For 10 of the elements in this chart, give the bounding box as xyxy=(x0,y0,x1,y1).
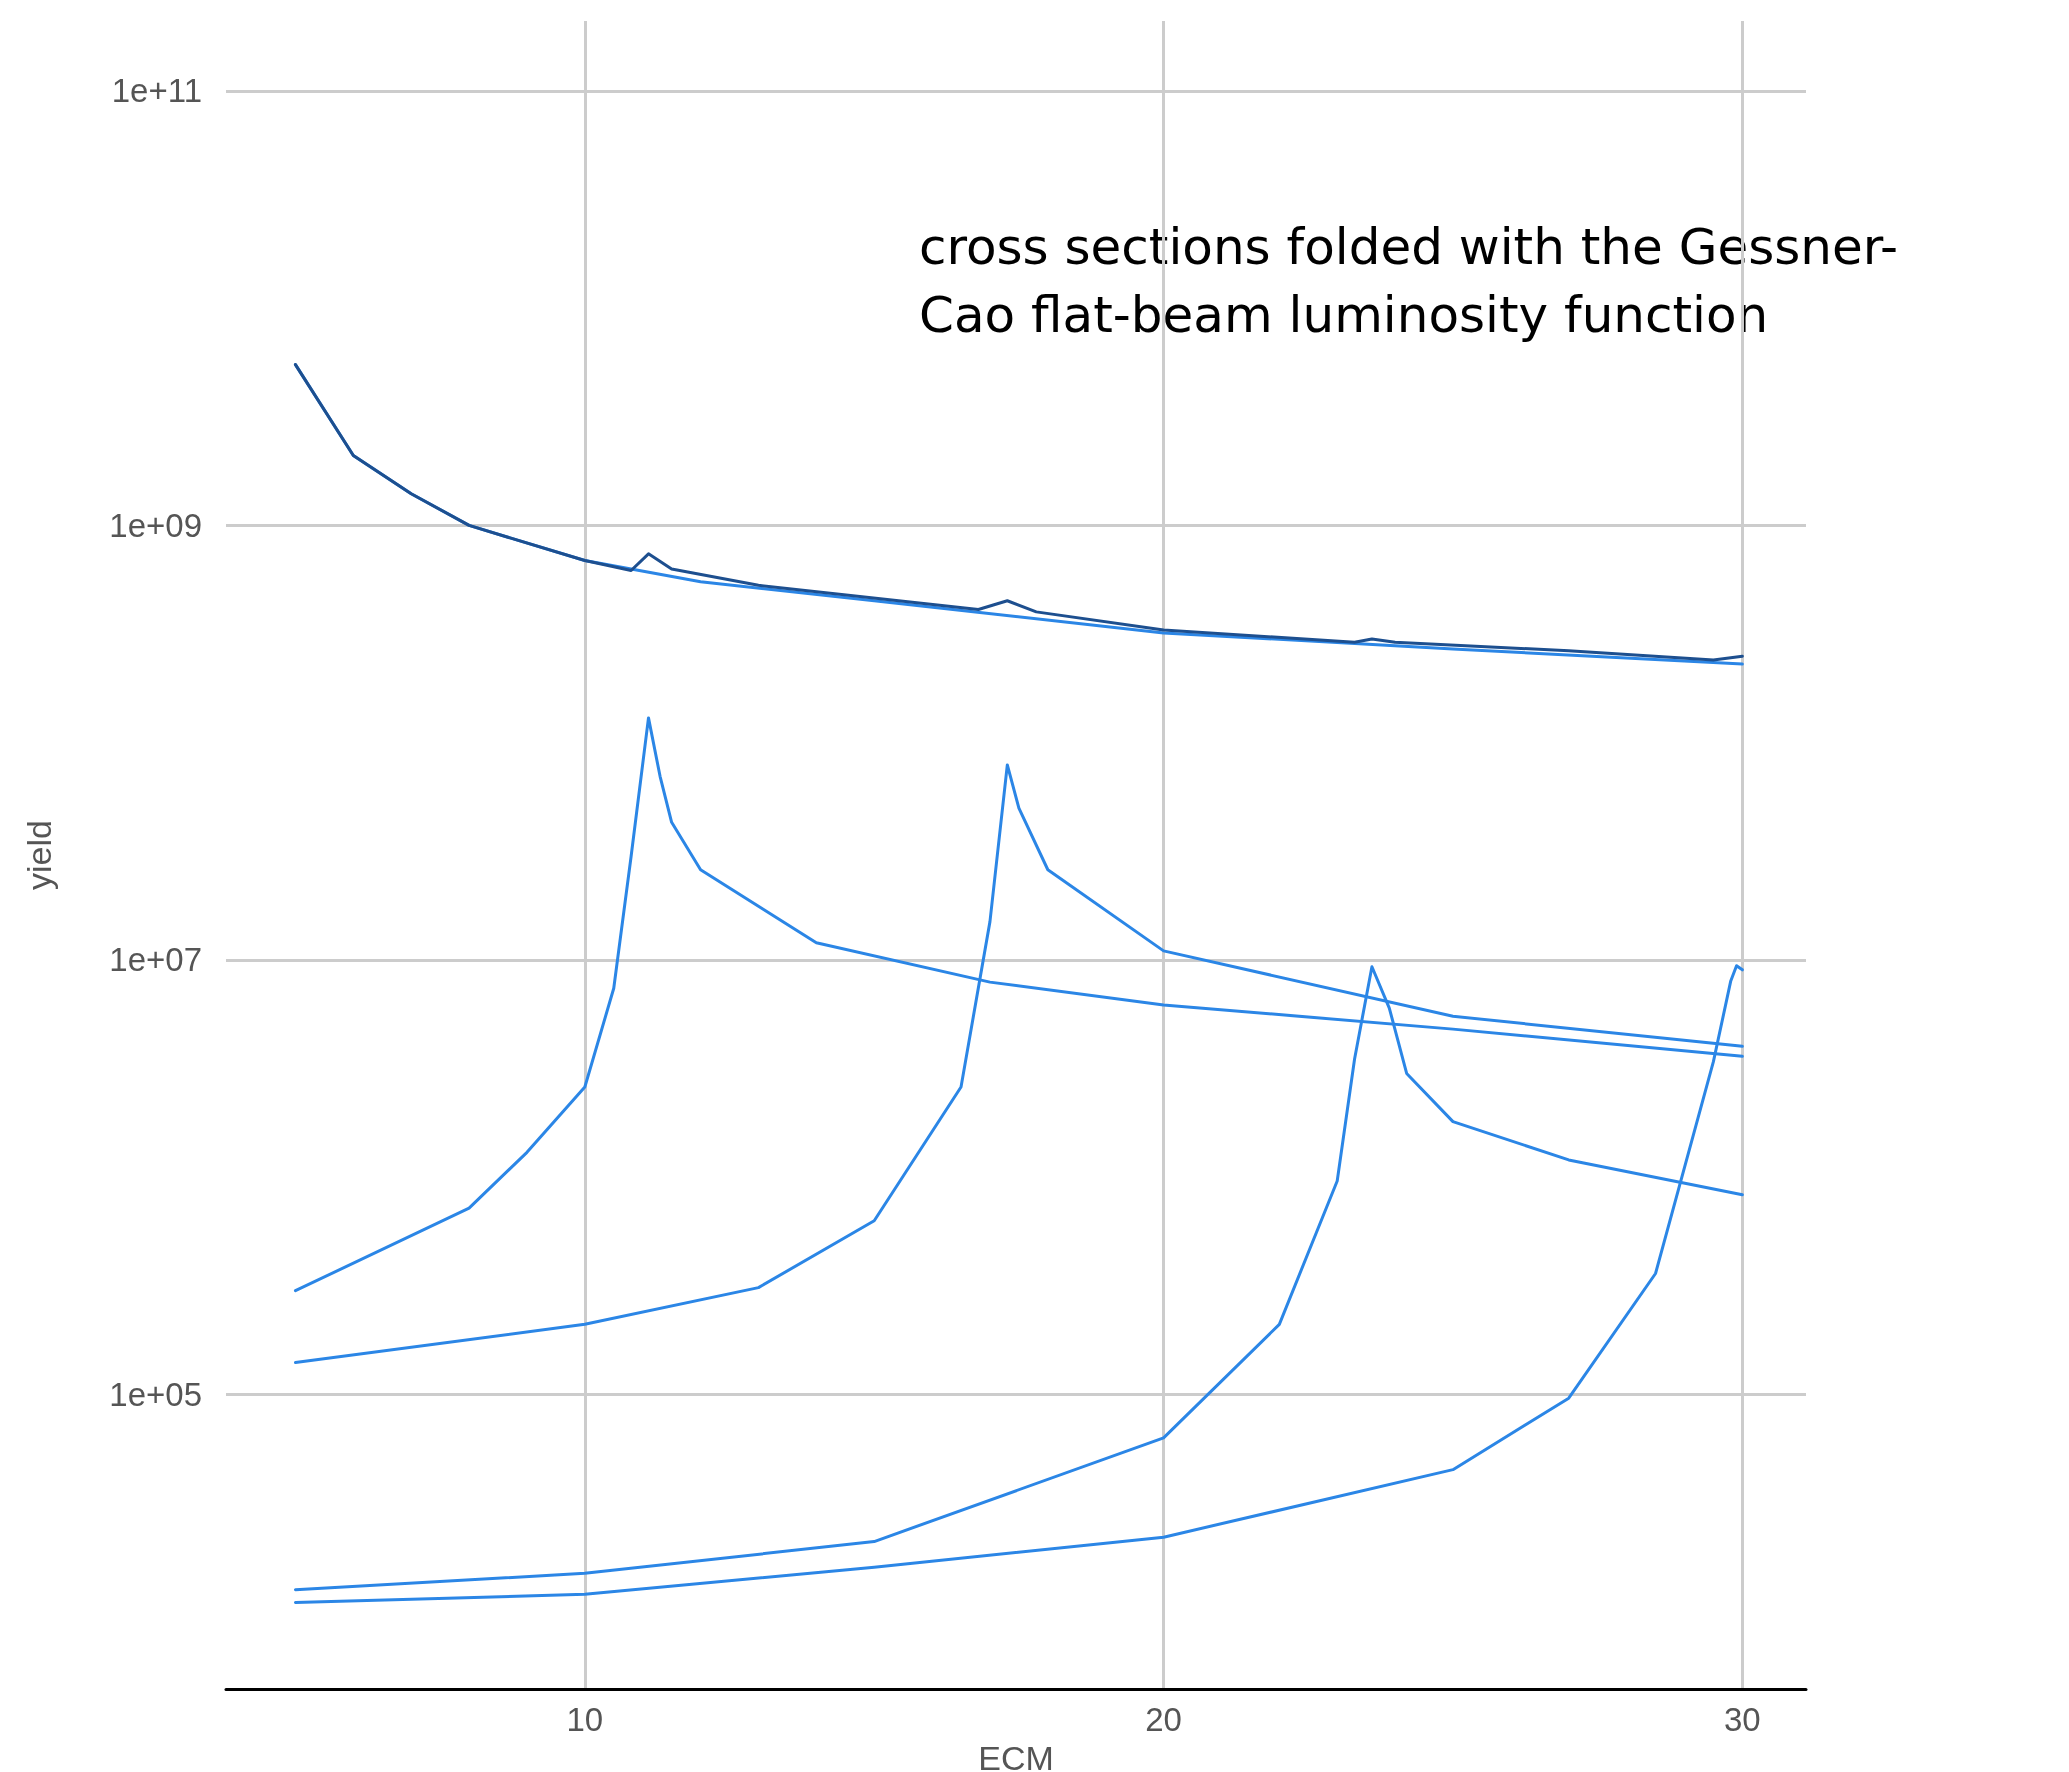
x-tick-label: 30 xyxy=(1723,1701,1761,1738)
y-tick-label: 1e+09 xyxy=(109,506,202,544)
x-tick-label: 10 xyxy=(566,1701,604,1738)
y-tick-label: 1e+07 xyxy=(109,941,202,979)
y-tick-label: 1e+05 xyxy=(109,1375,202,1413)
x-tick-label: 20 xyxy=(1145,1701,1182,1738)
x-axis-title: ECM xyxy=(978,1739,1054,1772)
y-axis-title: yield xyxy=(20,820,58,890)
y-tick-label: 1e+11 xyxy=(111,72,202,110)
annotation: cross sections folded with the Gessner- Cao flat-beam luminosity function xyxy=(919,218,1899,344)
